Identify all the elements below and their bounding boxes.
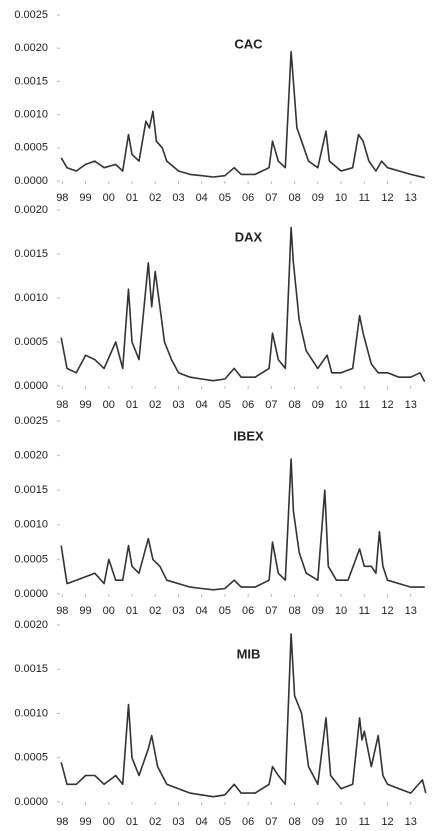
y-tick-label: 0.0010 — [14, 519, 48, 531]
x-tick-label: 11 — [359, 399, 370, 411]
x-tick-label: 08 — [288, 816, 300, 828]
x-tick-label: 02 — [149, 192, 161, 204]
x-tick-label: 00 — [103, 816, 115, 828]
y-tick-label: 0.0015 — [14, 663, 48, 675]
data-line — [60, 458, 425, 591]
x-tick-label: 98 — [56, 399, 68, 411]
x-tick-label: 07 — [265, 605, 277, 617]
x-tick-label: 01 — [126, 399, 138, 411]
x-tick-label: 12 — [381, 192, 393, 204]
x-tick-label: 99 — [79, 816, 91, 828]
x-tick-label: 05 — [219, 816, 231, 828]
y-tick-label: 0.0005 — [14, 336, 48, 348]
x-tick-label: 09 — [312, 399, 324, 411]
x-tick-label: 13 — [405, 605, 417, 617]
x-tick-label: 12 — [381, 816, 393, 828]
x-tick-label: 12 — [381, 605, 393, 617]
x-tick-label: 00 — [103, 192, 115, 204]
x-tick-label: 06 — [242, 816, 254, 828]
x-tick-label: 11 — [359, 192, 370, 204]
x-tick-label: 04 — [196, 192, 208, 204]
x-tick-label: 06 — [242, 192, 254, 204]
y-tick-label: 0.0010 — [14, 707, 48, 719]
x-tick-label: 03 — [172, 399, 184, 411]
y-tick-label: 0.0010 — [14, 109, 48, 121]
x-tick-label: 13 — [405, 192, 417, 204]
x-tick-label: 08 — [288, 605, 300, 617]
data-line — [60, 50, 425, 179]
x-tick-label: 00 — [103, 399, 115, 411]
y-tick-label: 0.0015 — [14, 248, 48, 260]
x-tick-label: 12 — [381, 399, 393, 411]
x-tick-label: 04 — [196, 605, 208, 617]
x-tick-label: 10 — [335, 192, 347, 204]
x-tick-label: 01 — [126, 192, 138, 204]
x-tick-label: 09 — [312, 605, 324, 617]
x-tick-label: 99 — [79, 605, 91, 617]
y-tick-label: 0.0005 — [14, 752, 48, 764]
x-tick-label: 13 — [405, 816, 417, 828]
x-tick-label: 98 — [56, 605, 68, 617]
y-tick-label: 0.0020 — [14, 204, 48, 216]
x-tick-label: 00 — [103, 605, 115, 617]
data-line — [60, 633, 427, 798]
y-tick-label: 0.0010 — [14, 292, 48, 304]
chart-title: MIB — [237, 646, 261, 661]
x-tick-label: 11 — [359, 605, 370, 617]
y-tick-label: 0.0000 — [14, 380, 48, 392]
x-tick-label: 04 — [196, 399, 208, 411]
x-tick-label: 01 — [126, 605, 138, 617]
x-tick-label: 08 — [288, 399, 300, 411]
x-tick-label: 03 — [172, 605, 184, 617]
x-tick-label: 06 — [242, 399, 254, 411]
x-tick-label: 02 — [149, 816, 161, 828]
y-tick-label: 0.0025 — [14, 415, 48, 427]
x-tick-label: 07 — [265, 192, 277, 204]
y-tick-label: 0.0005 — [14, 142, 48, 154]
y-tick-label: 0.0005 — [14, 553, 48, 565]
data-line — [60, 226, 426, 382]
x-tick-label: 07 — [265, 816, 277, 828]
x-tick-label: 10 — [335, 399, 347, 411]
x-tick-label: 09 — [312, 816, 324, 828]
x-tick-label: 99 — [79, 192, 91, 204]
x-tick-label: 04 — [196, 816, 208, 828]
chart-title: IBEX — [233, 428, 264, 443]
x-tick-label: 02 — [149, 605, 161, 617]
y-tick-label: 0.0000 — [14, 588, 48, 600]
x-tick-label: 10 — [335, 816, 347, 828]
x-tick-label: 01 — [126, 816, 138, 828]
x-tick-label: 05 — [219, 399, 231, 411]
y-tick-label: 0.0020 — [14, 450, 48, 462]
x-tick-label: 98 — [56, 192, 68, 204]
x-tick-label: 07 — [265, 399, 277, 411]
x-tick-label: 05 — [219, 605, 231, 617]
x-tick-label: 08 — [288, 192, 300, 204]
x-tick-label: 98 — [56, 816, 68, 828]
x-tick-label: 05 — [219, 192, 231, 204]
y-tick-label: 0.0025 — [14, 9, 48, 21]
y-tick-label: 0.0015 — [14, 75, 48, 87]
y-tick-label: 0.0000 — [14, 796, 48, 808]
x-tick-label: 10 — [335, 605, 347, 617]
chart-title: DAX — [235, 229, 263, 244]
x-tick-label: 03 — [172, 192, 184, 204]
y-tick-label: 0.0015 — [14, 484, 48, 496]
x-tick-label: 03 — [172, 816, 184, 828]
chart-title: CAC — [234, 36, 263, 51]
x-tick-label: 06 — [242, 605, 254, 617]
y-tick-label: 0.0020 — [14, 619, 48, 631]
y-tick-label: 0.0000 — [14, 175, 48, 187]
y-tick-label: 0.0020 — [14, 42, 48, 54]
x-tick-label: 11 — [359, 816, 370, 828]
x-tick-label: 02 — [149, 399, 161, 411]
x-tick-label: 99 — [79, 399, 91, 411]
x-tick-label: 13 — [405, 399, 417, 411]
x-tick-label: 09 — [312, 192, 324, 204]
